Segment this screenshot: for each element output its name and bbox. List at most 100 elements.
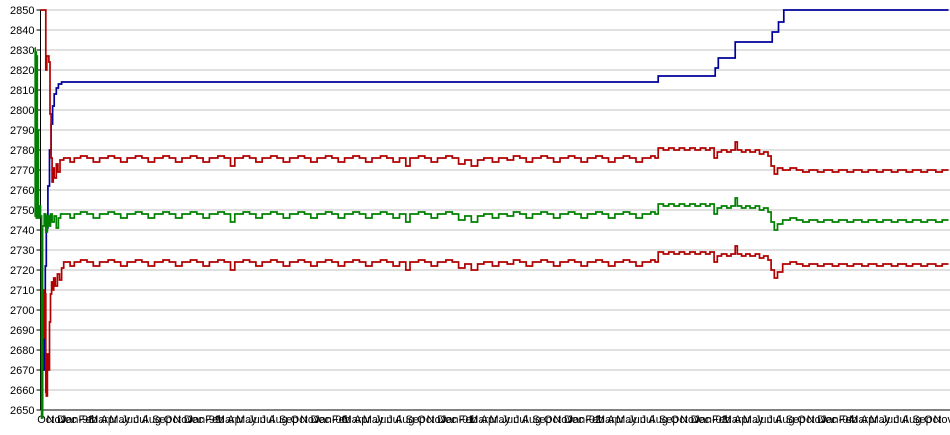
- lower-red-series-line: [43, 245, 949, 397]
- x-axis-label: May: [743, 414, 764, 426]
- x-axis-label: Jul: [767, 414, 781, 426]
- y-axis-label: 2650: [10, 405, 34, 417]
- stepped-blue-series-line: [41, 9, 949, 411]
- gridlines: [40, 9, 950, 391]
- y-axis-label: 2840: [10, 25, 34, 37]
- x-axis-label: Nov: [680, 414, 700, 426]
- y-axis-label: 2780: [10, 145, 34, 157]
- x-axis-label: Aug: [142, 414, 162, 426]
- x-axis-label: Jul: [134, 414, 148, 426]
- x-axis-label: Apr: [227, 414, 244, 426]
- x-axis-label: Mar: [342, 414, 361, 426]
- x-axis-label: Dec: [184, 414, 204, 426]
- y-axis-labels: 2650 2660 2670 2680 2690 2700 2710 2720 2730 2740…: [10, 5, 41, 417]
- x-axis-label: Jun: [121, 414, 139, 426]
- x-axis-label: Sep: [152, 414, 172, 426]
- x-axis-label: Oct: [924, 414, 941, 426]
- x-axis-label: May: [616, 414, 637, 426]
- x-axis-label: Jul: [641, 414, 655, 426]
- y-axis-label: 2790: [10, 125, 34, 137]
- x-axis-label: Oct: [671, 414, 688, 426]
- x-axis-label: Aug: [395, 414, 415, 426]
- x-axis-label: Feb: [332, 414, 351, 426]
- x-axis-label: Nov: [933, 414, 950, 426]
- x-axis-label: Feb: [839, 414, 858, 426]
- x-axis-label: Mar: [469, 414, 488, 426]
- x-axis-label: Apr: [734, 414, 751, 426]
- x-axis-label: Oct: [291, 414, 308, 426]
- y-axis-label: 2730: [10, 245, 34, 257]
- x-axis-label: Jun: [755, 414, 773, 426]
- x-axis-label: May: [236, 414, 257, 426]
- y-axis-label: 2830: [10, 45, 34, 57]
- x-axis-label: Jun: [248, 414, 266, 426]
- x-axis-label: Nov: [173, 414, 193, 426]
- y-axis-label: 2660: [10, 385, 34, 397]
- x-axis-label: Feb: [205, 414, 224, 426]
- y-axis-label: 2740: [10, 225, 34, 237]
- x-axis-label: Jul: [894, 414, 908, 426]
- x-axis-label: Jul: [387, 414, 401, 426]
- x-axis-label: Feb: [79, 414, 98, 426]
- x-axis-label: Apr: [101, 414, 118, 426]
- x-axis-label: Dec: [311, 414, 331, 426]
- x-axis-labels: OctNovDecJan-98FebMarAprMayJunJulAugSepO…: [37, 414, 950, 426]
- x-axis-label: Nov: [807, 414, 827, 426]
- x-axis-label: Jan-03: [694, 414, 728, 426]
- x-axis-label: Sep: [406, 414, 426, 426]
- x-axis-label: Jan-02: [567, 414, 601, 426]
- x-axis-label: Nov: [300, 414, 320, 426]
- x-axis-label: Jan-00: [314, 414, 348, 426]
- x-axis-label: Jan-01: [441, 414, 475, 426]
- x-axis-label: Nov: [47, 414, 67, 426]
- x-axis-label: Aug: [268, 414, 288, 426]
- x-axis-label: Jul: [514, 414, 528, 426]
- x-axis-label: Jan-04: [821, 414, 855, 426]
- x-axis-label: May: [869, 414, 890, 426]
- x-axis-label: May: [109, 414, 130, 426]
- x-axis-label: Apr: [861, 414, 878, 426]
- x-axis-label: Dec: [564, 414, 584, 426]
- x-axis-label: Jan-99: [187, 414, 221, 426]
- y-axis-label: 2800: [10, 105, 34, 117]
- x-axis-label: Mar: [849, 414, 868, 426]
- y-axis-label: 2670: [10, 365, 34, 377]
- x-axis-label: Dec: [437, 414, 457, 426]
- middle-green-series-line: [34, 47, 949, 419]
- x-axis-label: Feb: [712, 414, 731, 426]
- x-axis-label: Apr: [354, 414, 371, 426]
- y-axis-label: 2750: [10, 205, 34, 217]
- y-axis-label: 2810: [10, 85, 34, 97]
- y-axis-label: 2710: [10, 285, 34, 297]
- x-axis-label: Mar: [89, 414, 108, 426]
- x-axis-label: Mar: [723, 414, 742, 426]
- x-axis-label: Oct: [417, 414, 434, 426]
- x-axis-label: Sep: [786, 414, 806, 426]
- x-axis-label: Nov: [553, 414, 573, 426]
- y-axis-label: 2760: [10, 185, 34, 197]
- x-axis-label: Mar: [216, 414, 235, 426]
- y-axis-label: 2850: [10, 5, 34, 17]
- x-axis-label: Feb: [459, 414, 478, 426]
- x-axis-label: Sep: [532, 414, 552, 426]
- x-axis-label: May: [363, 414, 384, 426]
- x-axis-label: Jun: [375, 414, 393, 426]
- x-axis-label: Apr: [481, 414, 498, 426]
- upper-red-series-line: [40, 9, 949, 183]
- y-axis-label: 2770: [10, 165, 34, 177]
- y-axis-label: 2820: [10, 65, 34, 77]
- x-axis-label: Dec: [817, 414, 837, 426]
- x-axis-label: Sep: [279, 414, 299, 426]
- x-axis-label: Aug: [902, 414, 922, 426]
- y-axis-label: 2700: [10, 305, 34, 317]
- x-axis-label: Dec: [691, 414, 711, 426]
- x-axis-label: Feb: [585, 414, 604, 426]
- y-axis-label: 2690: [10, 325, 34, 337]
- x-axis-label: Jan-98: [61, 414, 95, 426]
- x-axis-label: Aug: [648, 414, 668, 426]
- x-axis-label: Jun: [628, 414, 646, 426]
- x-axis-label: Mar: [596, 414, 615, 426]
- x-axis-label: Jul: [260, 414, 274, 426]
